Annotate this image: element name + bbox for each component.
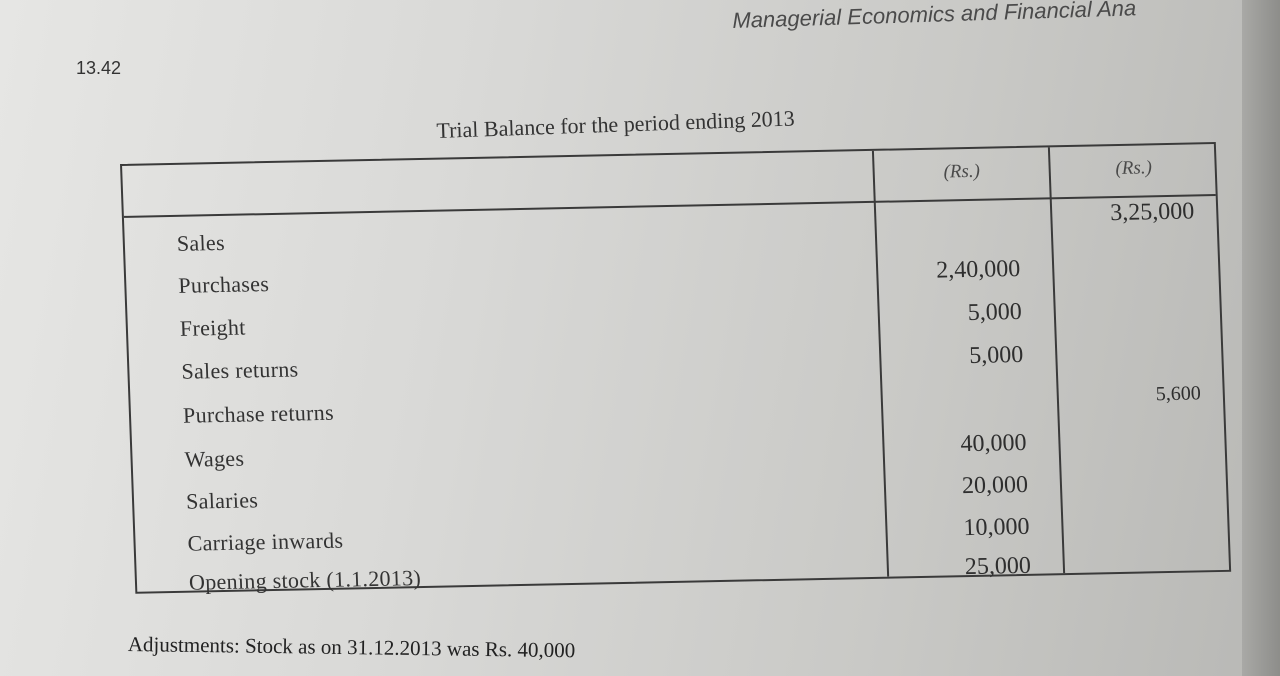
account-name: Carriage inwards [187, 527, 344, 556]
credit-amount [1055, 295, 1197, 298]
account-name: Sales [176, 229, 226, 256]
debit-amount: 40,000 [959, 429, 1027, 458]
debit-amount: 10,000 [962, 513, 1030, 542]
trial-balance-table: (Rs.) (Rs.) Sales 3,25,000 Purchases 2,4… [120, 142, 1232, 595]
debit-amount: 5,000 [968, 341, 1024, 369]
account-name: Purchase returns [182, 399, 335, 428]
account-name: Opening stock (1.1.2013) [188, 565, 422, 595]
page-edge-shadow [1242, 0, 1280, 676]
credit-amount [1060, 426, 1202, 429]
credit-amount [1054, 252, 1196, 255]
debit-amount [876, 214, 1018, 217]
debit-column-header: (Rs.) [943, 160, 981, 183]
credit-amount [1063, 510, 1205, 513]
account-name: Salaries [185, 487, 259, 514]
debit-amount: 25,000 [964, 552, 1032, 581]
page-number: 13.42 [76, 58, 122, 78]
credit-amount [1057, 338, 1199, 341]
account-name: Freight [179, 314, 247, 341]
credit-column-header: (Rs.) [1115, 157, 1153, 180]
table-title: Trial Balance for the period ending 2013 [436, 105, 796, 143]
debit-amount [882, 386, 1024, 389]
running-head: Managerial Economics and Financial Ana [732, 0, 1137, 33]
account-name: Sales returns [181, 356, 299, 384]
debit-amount: 2,40,000 [935, 255, 1021, 284]
credit-amount: 5,600 [1155, 382, 1202, 406]
debit-amount: 20,000 [961, 471, 1029, 500]
adjustments-note: Adjustments: Stock as on 31.12.2013 was … [127, 632, 576, 663]
credit-amount: 3,25,000 [1109, 198, 1195, 227]
account-name: Purchases [177, 271, 270, 298]
account-name: Wages [184, 445, 245, 472]
credit-amount [1061, 468, 1203, 471]
credit-amount [1064, 549, 1206, 552]
debit-amount: 5,000 [967, 298, 1023, 327]
